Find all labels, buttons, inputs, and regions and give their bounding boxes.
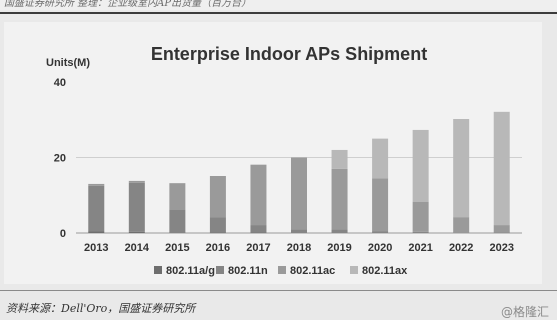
bar-2015-802.11ac bbox=[169, 183, 186, 210]
chart-panel: Enterprise Indoor APs Shipment Units(M) … bbox=[4, 22, 542, 284]
bar-2020-802.11ac bbox=[372, 178, 389, 232]
bar-2020-802.11n bbox=[372, 231, 389, 233]
legend-swatch bbox=[278, 266, 286, 274]
bar-2017-802.11ac bbox=[250, 164, 267, 226]
chart-svg: Enterprise Indoor APs Shipment Units(M) … bbox=[46, 44, 522, 277]
bar-2016-802.11ac bbox=[209, 175, 226, 218]
bar-2013-802.11ac bbox=[88, 183, 105, 186]
legend-label: 802.11a/g bbox=[166, 265, 215, 277]
legend-swatch bbox=[154, 266, 162, 274]
frame-line bbox=[0, 12, 557, 14]
x-tick-label: 2023 bbox=[489, 242, 513, 254]
legend-label: 802.11ax bbox=[362, 265, 408, 277]
top-strip: 国盛证券研究所 整理：企业级室内AP出货量（百万台） bbox=[0, 0, 557, 10]
bar-2016-802.11n bbox=[209, 217, 226, 233]
x-tick-label: 2017 bbox=[246, 242, 270, 254]
bar-2023-802.11ac bbox=[493, 225, 510, 233]
bar-2014-802.11a/g bbox=[128, 231, 145, 233]
bar-2013-802.11n bbox=[88, 185, 105, 232]
x-tick-label: 2019 bbox=[327, 242, 351, 254]
y-tick-label: 40 bbox=[54, 77, 66, 89]
bar-2017-802.11a/g bbox=[250, 232, 267, 234]
x-tick-label: 2021 bbox=[408, 242, 432, 254]
bar-2018-802.11ac bbox=[291, 157, 307, 230]
bar-2017-802.11n bbox=[250, 225, 267, 233]
x-tick-labels: 2013 2014 2015 2016 2017 2018 2019 2020 2021 2022… bbox=[84, 242, 514, 254]
bar-2019-802.11n bbox=[331, 229, 348, 233]
y-tick-label: 20 bbox=[54, 153, 66, 165]
bar-2019-802.11ac bbox=[331, 168, 348, 230]
legend-swatch bbox=[216, 266, 224, 274]
x-tick-label: 2022 bbox=[449, 242, 473, 254]
bar-2014-802.11n bbox=[128, 182, 145, 232]
bar-2018-802.11n bbox=[291, 229, 307, 233]
x-tick-label: 2018 bbox=[287, 242, 311, 254]
bar-2021-802.11ac bbox=[412, 201, 429, 232]
bar-2020-802.11ax bbox=[372, 138, 389, 179]
bar-2023-802.11ax bbox=[493, 111, 510, 226]
y-tick-labels: 0 20 40 bbox=[54, 77, 66, 240]
bar-2022-802.11ax bbox=[453, 118, 470, 218]
x-tick-label: 2014 bbox=[125, 242, 150, 254]
bar-2021-802.11n bbox=[412, 231, 429, 233]
x-tick-label: 2016 bbox=[206, 242, 230, 254]
legend-label: 802.11n bbox=[228, 265, 268, 277]
legend-label: 802.11ac bbox=[290, 265, 335, 277]
x-tick-label: 2013 bbox=[84, 242, 108, 254]
watermark: @格隆汇 bbox=[500, 305, 549, 319]
bar-2013-802.11a/g bbox=[88, 231, 105, 233]
bar-2014-802.11ac bbox=[128, 180, 145, 183]
footer-line bbox=[0, 290, 557, 291]
bars bbox=[88, 111, 510, 234]
top-caption: 国盛证券研究所 整理：企业级室内AP出货量（百万台） bbox=[4, 0, 252, 9]
y-tick-label: 0 bbox=[60, 228, 66, 240]
bar-2015-802.11n bbox=[169, 209, 186, 233]
legend: 802.11a/g 802.11n 802.11ac 802.11ax bbox=[154, 265, 408, 277]
x-tick-label: 2020 bbox=[368, 242, 392, 254]
source-note: 资料来源：Dell'Oro，国盛证券研究所 bbox=[6, 302, 196, 315]
bar-2016-802.11a/g bbox=[209, 232, 226, 234]
bar-2023-802.11n bbox=[493, 232, 510, 234]
bar-2022-802.11n bbox=[453, 232, 470, 233]
y-axis-label: Units(M) bbox=[46, 57, 90, 69]
bar-2021-802.11ax bbox=[412, 129, 429, 202]
bar-2022-802.11ac bbox=[453, 217, 470, 233]
bar-2015-802.11a/g bbox=[169, 232, 186, 233]
x-tick-label: 2015 bbox=[165, 242, 189, 254]
legend-swatch bbox=[350, 266, 358, 274]
bar-2019-802.11ax bbox=[331, 149, 348, 169]
chart-title: Enterprise Indoor APs Shipment bbox=[151, 44, 427, 64]
